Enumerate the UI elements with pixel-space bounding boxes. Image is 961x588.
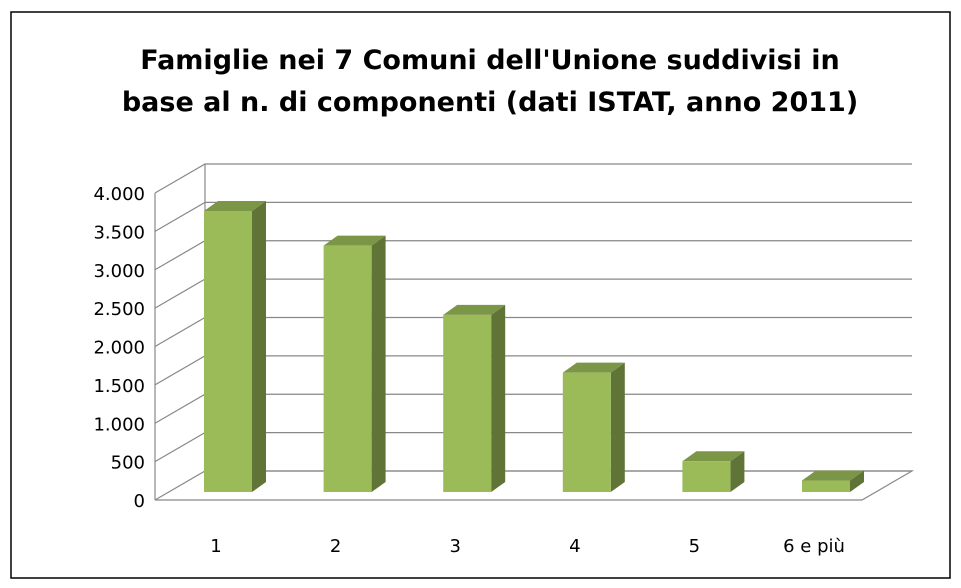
x-tick-label: 3 — [449, 536, 460, 557]
x-tick-label: 6 e più — [783, 536, 845, 557]
bar — [802, 470, 864, 492]
bar-front — [204, 210, 252, 492]
bar-front — [562, 372, 611, 492]
y-tick-label: 1.000 — [93, 414, 145, 435]
grid-line — [154, 201, 912, 232]
bar-top — [682, 451, 745, 462]
bar-side — [610, 362, 625, 492]
bar-front — [443, 314, 492, 492]
bar — [562, 362, 625, 492]
bar — [443, 304, 506, 492]
bar-front — [682, 461, 731, 492]
y-tick-label: 4.000 — [93, 184, 145, 205]
chart-title: Famiglie nei 7 Comuni dell'Unione suddiv… — [121, 45, 859, 118]
bar-side — [371, 235, 386, 492]
bar-top — [443, 304, 506, 315]
y-tick-label: 1.500 — [93, 376, 145, 397]
bar-top — [323, 235, 386, 246]
bar-front — [323, 245, 372, 492]
y-tick-label: 500 — [111, 453, 145, 474]
x-tick-label: 2 — [330, 536, 341, 557]
bar-side — [491, 304, 506, 492]
bar-top — [204, 200, 266, 211]
y-tick-label: 3.500 — [93, 222, 145, 243]
y-tick-label: 3.000 — [93, 261, 145, 282]
y-tick-label: 2.000 — [93, 338, 145, 359]
bar-side — [252, 200, 266, 492]
bar — [204, 200, 266, 492]
bar — [323, 235, 386, 492]
bar-side — [850, 470, 864, 492]
bar-front — [802, 480, 850, 492]
bar-side — [730, 451, 745, 492]
y-tick-label: 0 — [134, 491, 145, 512]
y-tick-label: 2.500 — [93, 299, 145, 320]
bar — [682, 451, 745, 492]
x-tick-label: 1 — [210, 536, 221, 557]
bar-top — [802, 470, 864, 481]
x-tick-label: 4 — [569, 536, 580, 557]
x-tick-label: 5 — [689, 536, 700, 557]
bar-top — [562, 362, 625, 373]
grid-line — [154, 163, 912, 194]
